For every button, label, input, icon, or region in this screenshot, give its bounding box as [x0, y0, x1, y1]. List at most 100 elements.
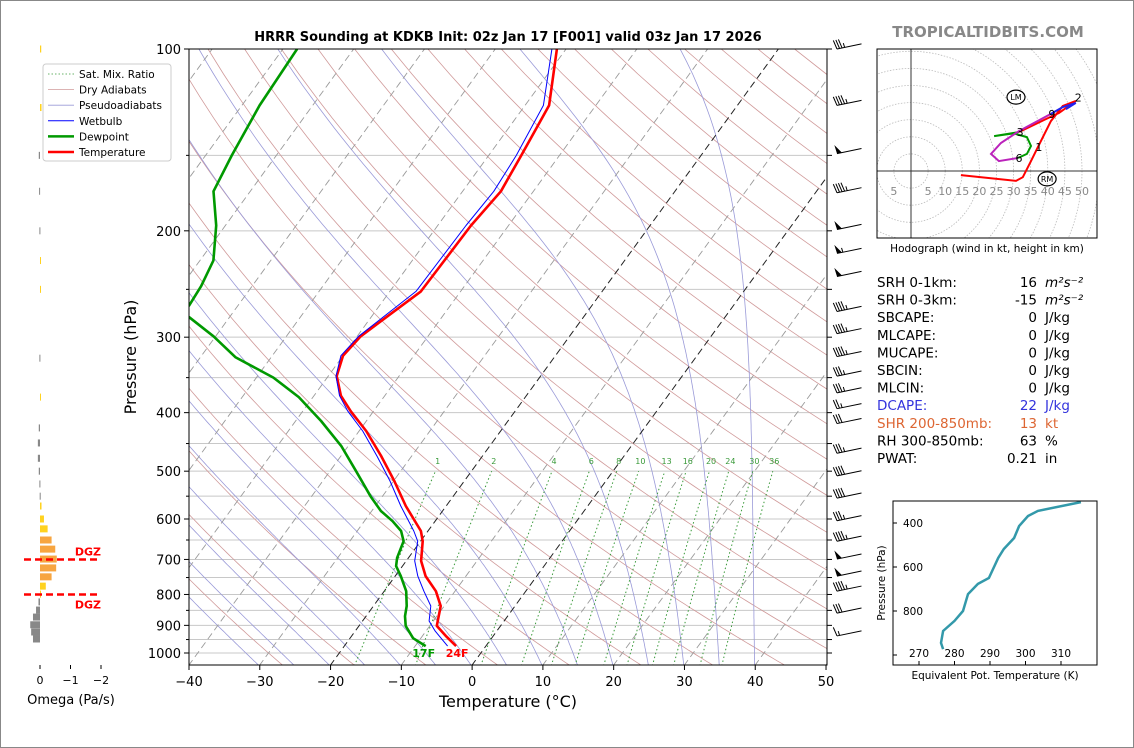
barb-staff: [836, 247, 862, 254]
wind-barb: [832, 487, 862, 499]
theta-e-line: [939, 501, 1082, 650]
barb-half: [842, 514, 846, 520]
hodograph-height-label: 3: [1017, 126, 1024, 139]
barb-staff: [836, 492, 862, 499]
omega-bar: [37, 439, 40, 447]
wind-barb: [834, 220, 862, 230]
barb-full: [832, 367, 838, 377]
hodograph-plot: 5 5 10 15 20 25 30 35 40 45 50 1 2 3 6 9 LM RM: [877, 49, 1097, 238]
dry-adiabat: [189, 513, 355, 665]
stat-unit: m²s⁻²: [1045, 275, 1084, 291]
mixing-ratio-label: 10: [635, 457, 645, 466]
isotherm: [400, 78, 827, 665]
dry-adiabat: [189, 140, 786, 665]
stat-row: SHR 200-850mb: 13 kt: [877, 416, 1058, 432]
dry-adiabat: [189, 78, 827, 650]
omega-bar: [40, 573, 52, 581]
stat-unit: in: [1045, 451, 1057, 467]
omega-bar: [40, 515, 44, 523]
barb-full: [837, 39, 843, 49]
mixing-ratio-line: [652, 471, 710, 665]
omega-bar: [39, 492, 41, 500]
barb-full: [837, 301, 843, 311]
hodograph-segment: [989, 113, 1052, 163]
y-tick-label: 200: [156, 225, 181, 240]
omega-bar: [40, 45, 42, 53]
x-tick-label: 50: [818, 675, 835, 690]
barb-full: [832, 627, 838, 637]
barb-half: [845, 304, 848, 310]
hodograph: 5 5 10 15 20 25 30 35 40 45 50 1 2 3 6 9 LM RM Hodograph (…: [876, 48, 1098, 255]
theta-e-y-tick-label: 800: [903, 606, 923, 618]
barb-staff: [836, 370, 862, 377]
wind-barb: [832, 413, 862, 425]
stat-value: 0: [1028, 381, 1037, 397]
skewt-axes: −40 −30 −20 −10 0 10 20 30 40 50 100 200 300 400 500 60…: [121, 43, 834, 711]
barb-full: [840, 530, 846, 540]
barb-full: [837, 581, 843, 591]
hodograph-tick-label: 30: [1007, 185, 1021, 198]
wind-barb: [832, 301, 862, 312]
dry-adiabat: [317, 49, 827, 496]
omega-tick-label: 0: [37, 674, 44, 687]
omega-bar: [40, 525, 48, 533]
barb-full: [835, 414, 841, 424]
stat-unit: J/kg: [1044, 363, 1070, 379]
legend-label-mixing_ratio: Sat. Mix. Ratio: [79, 69, 155, 81]
y-tick-label: 400: [156, 407, 181, 422]
hodograph-tick-label: 15: [955, 185, 969, 198]
wind-barb: [832, 580, 862, 592]
barb-full: [835, 96, 841, 106]
stat-value: 16: [1020, 275, 1037, 291]
mixing-ratio-line: [673, 471, 730, 665]
dewpoint-line: [189, 49, 427, 648]
stat-value: 13: [1020, 416, 1037, 432]
legend-label-pseudoadiabat: Pseudoadiabats: [79, 100, 162, 112]
mixing-ratio-label: 6: [589, 457, 594, 466]
barb-full: [837, 488, 843, 498]
stat-unit: kt: [1045, 416, 1058, 432]
dry-adiabat: [189, 325, 571, 665]
theta-e-x-tick-label: 280: [944, 648, 964, 660]
barb-full: [835, 302, 841, 312]
theta-e-x-tick-label: 270: [909, 648, 929, 660]
barb-full: [835, 531, 841, 541]
pseudoadiabat: [189, 524, 330, 665]
mixing-ratio-label: 2: [491, 457, 496, 466]
skewt-background: 1 2 4 6 8 10 13 16 20 24 30 36: [189, 49, 827, 665]
stat-row: MLCIN: 0 J/kg: [877, 381, 1070, 397]
stat-unit: J/kg: [1044, 398, 1070, 414]
omega-bar: [36, 606, 40, 614]
stat-label: SRH 0-1km:: [877, 275, 957, 291]
barb-staff: [836, 328, 862, 335]
omega-panel: DGZ DGZ 0 −1 −2 Omega (Pa/s): [24, 45, 115, 708]
dry-adiabat: [189, 387, 499, 665]
barb-half: [842, 386, 846, 392]
stat-label: MLCIN:: [877, 381, 924, 397]
omega-bar: [40, 536, 52, 544]
wind-barb: [834, 567, 862, 577]
storm-motion-label: LM: [1010, 93, 1021, 102]
barb-staff: [836, 305, 862, 312]
watermark: TROPICALTIDBITS.COM: [892, 23, 1084, 41]
barb-full: [837, 366, 843, 376]
wind-barbs: [832, 39, 862, 637]
isotherm: [189, 49, 638, 665]
legend-label-dry_adiabat: Dry Adiabats: [79, 85, 147, 97]
dry-adiabat: [464, 49, 827, 356]
barb-full: [832, 511, 838, 521]
mixing-ratio-line: [721, 471, 774, 665]
barb-full: [840, 301, 846, 311]
barb-full: [837, 383, 843, 393]
wind-barb: [834, 145, 862, 155]
stat-row: DCAPE: 22 J/kg: [877, 398, 1070, 414]
wind-barb: [832, 603, 862, 614]
barb-full: [832, 489, 838, 499]
wind-barb: [832, 530, 862, 542]
pseudoadiabat: [679, 49, 756, 665]
barb-full: [835, 324, 841, 334]
stat-label: SHR 200-850mb:: [877, 416, 992, 432]
barb-pennant: [834, 550, 842, 560]
isotherm-highlight: [329, 49, 779, 665]
